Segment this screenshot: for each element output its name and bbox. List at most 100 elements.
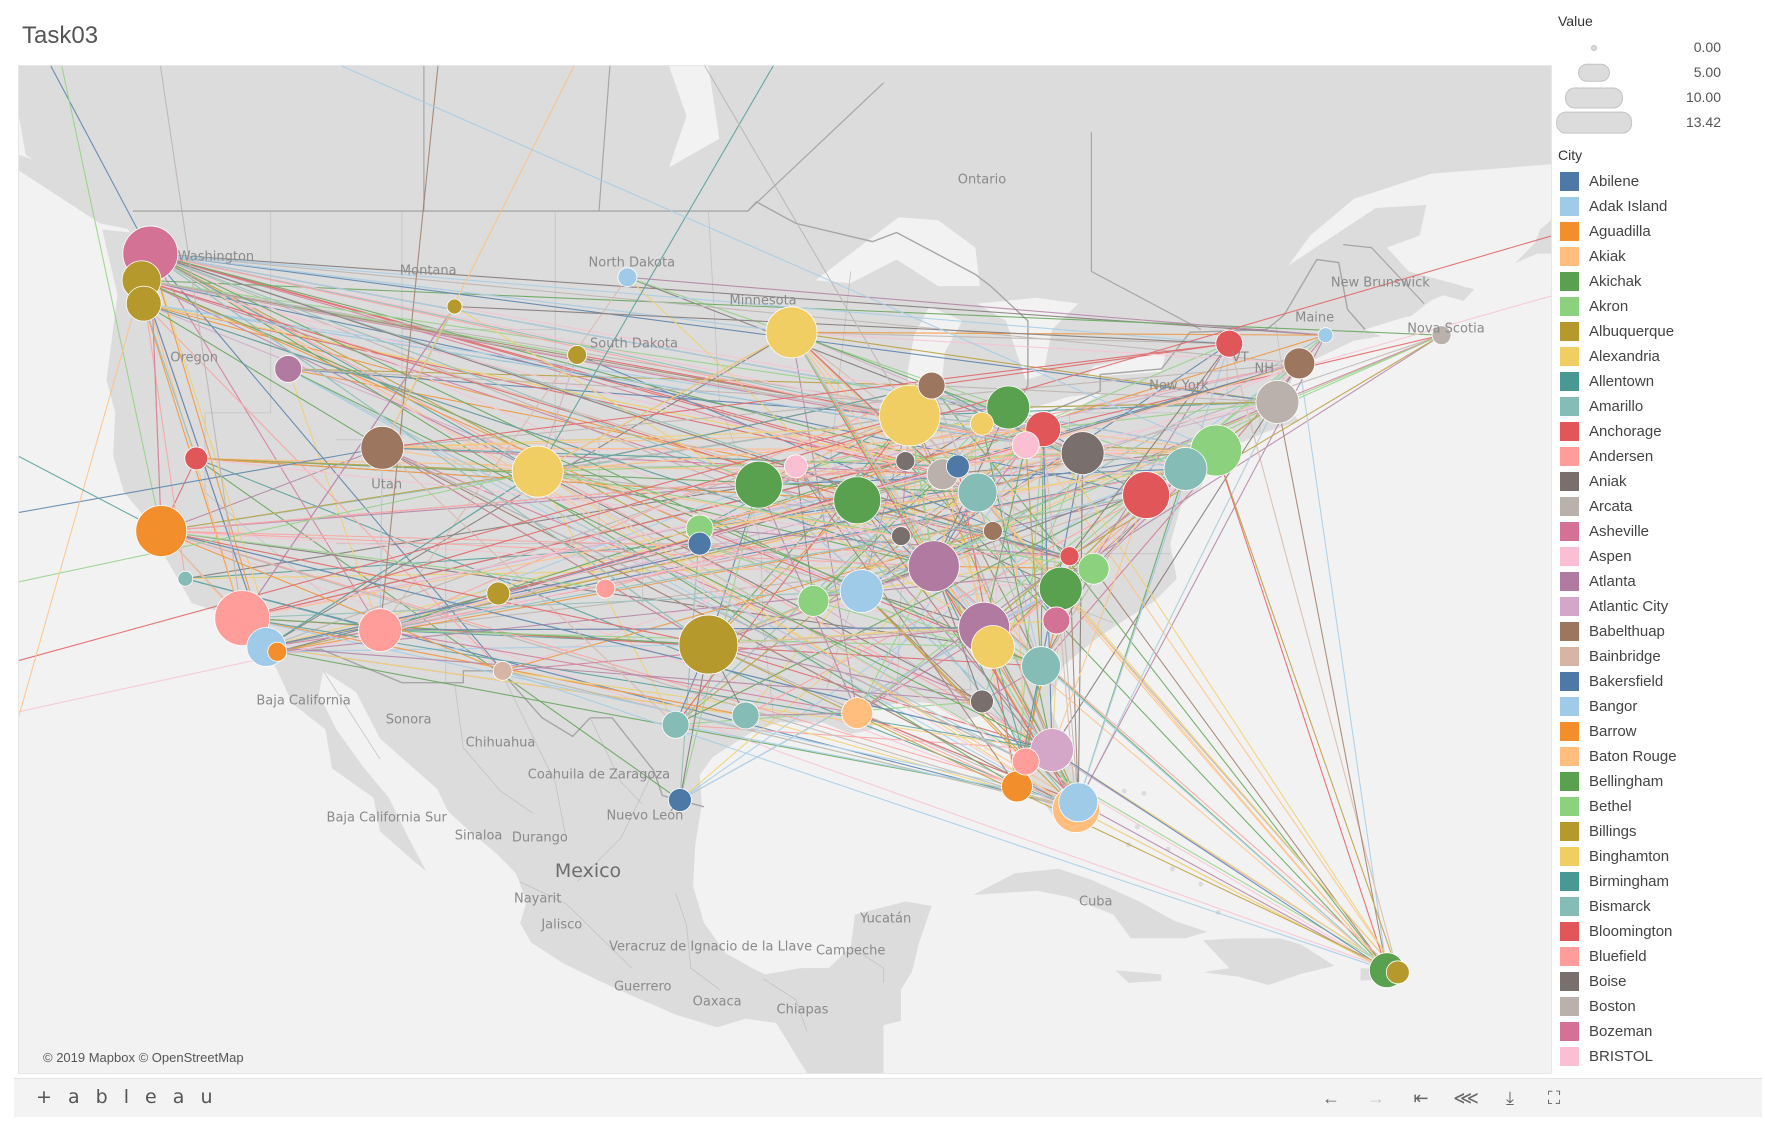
airport-marker[interactable] (1001, 770, 1033, 803)
airport-marker[interactable] (446, 298, 463, 315)
airport-marker[interactable] (1283, 347, 1316, 380)
city-legend-item[interactable]: Baton Rouge (1556, 744, 1761, 769)
city-legend-item[interactable]: Bainbridge (1556, 644, 1761, 669)
flight-route-map[interactable]: © 2019 Mapbox © OpenStreetMap Ontario Min… (18, 65, 1552, 1074)
airport-marker[interactable] (1163, 447, 1208, 491)
airport-marker[interactable] (1385, 960, 1410, 985)
tableau-logo[interactable]: + a b l e a u (36, 1086, 218, 1108)
airport-marker[interactable] (595, 578, 616, 599)
airport-marker[interactable] (274, 355, 303, 383)
airport-marker[interactable] (833, 476, 882, 525)
city-legend-item[interactable]: Atlanta (1556, 569, 1761, 594)
airport-marker[interactable] (1255, 380, 1300, 424)
city-legend-item[interactable]: Bismarck (1556, 894, 1761, 919)
city-legend-item[interactable]: Adak Island (1556, 194, 1761, 219)
airport-marker[interactable] (511, 445, 564, 498)
airport-marker[interactable] (765, 306, 818, 359)
city-legend-item[interactable]: Bakersfield (1556, 669, 1761, 694)
airport-marker[interactable] (797, 584, 830, 617)
city-legend-item[interactable]: Babelthuap (1556, 619, 1761, 644)
fullscreen-button[interactable]: ⛶ (1539, 1084, 1569, 1112)
color-legend[interactable]: Abilene Adak Island Aguadilla Akiak Akichak A… (1556, 169, 1761, 1072)
city-legend-item[interactable]: Aspen (1556, 544, 1761, 569)
city-legend-item[interactable]: Allentown (1556, 369, 1761, 394)
airport-marker[interactable] (917, 371, 946, 400)
city-legend-item[interactable]: Akichak (1556, 269, 1761, 294)
airport-marker[interactable] (1011, 431, 1040, 460)
city-legend-item[interactable]: Andersen (1556, 444, 1761, 469)
airport-marker[interactable] (1021, 646, 1061, 686)
city-legend-item[interactable]: Barrow (1556, 719, 1761, 744)
airport-marker[interactable] (957, 472, 998, 513)
map-canvas[interactable] (19, 66, 1551, 1073)
city-legend-item[interactable]: Billings (1556, 819, 1761, 844)
airport-marker[interactable] (1059, 546, 1080, 567)
airport-marker[interactable] (841, 697, 874, 730)
airport-marker[interactable] (986, 385, 1031, 430)
airport-marker[interactable] (661, 710, 690, 739)
airport-marker[interactable] (668, 788, 692, 812)
map-attribution[interactable]: © 2019 Mapbox © OpenStreetMap (43, 1050, 244, 1065)
city-legend-item[interactable]: Amarillo (1556, 394, 1761, 419)
airport-marker[interactable] (1042, 606, 1071, 635)
airport-marker[interactable] (1077, 552, 1110, 585)
city-legend-item[interactable]: Arcata (1556, 494, 1761, 519)
airport-marker[interactable] (360, 425, 405, 470)
city-legend-item[interactable]: Bellingham (1556, 769, 1761, 794)
airport-marker[interactable] (177, 570, 194, 587)
city-legend-item[interactable]: Albuquerque (1556, 319, 1761, 344)
city-legend-item[interactable]: Bloomington (1556, 919, 1761, 944)
share-button[interactable]: ⋘ (1451, 1084, 1481, 1112)
city-legend-item[interactable]: Akron (1556, 294, 1761, 319)
city-legend-item[interactable]: Bluefield (1556, 944, 1761, 969)
city-legend-item[interactable]: Boise (1556, 969, 1761, 994)
airport-marker[interactable] (1038, 566, 1083, 611)
airport-marker[interactable] (784, 454, 808, 479)
airport-marker[interactable] (734, 460, 783, 509)
airport-marker[interactable] (687, 531, 712, 556)
airport-marker[interactable] (971, 625, 1015, 669)
airport-marker[interactable] (983, 521, 1003, 541)
airport-marker[interactable] (839, 569, 884, 613)
city-legend-item[interactable]: Abilene (1556, 169, 1761, 194)
city-legend-item[interactable]: BRISTOL (1556, 1044, 1761, 1069)
airport-marker[interactable] (731, 701, 760, 730)
city-legend-item[interactable]: Asheville (1556, 519, 1761, 544)
airport-marker[interactable] (1060, 431, 1105, 476)
airport-marker[interactable] (678, 614, 739, 675)
city-legend-item[interactable]: Aniak (1556, 469, 1761, 494)
airport-marker[interactable] (970, 411, 994, 436)
airport-marker[interactable] (895, 451, 916, 471)
airport-marker[interactable] (125, 285, 162, 322)
city-legend-item[interactable]: Atlantic City (1556, 594, 1761, 619)
city-legend-item[interactable]: Bethel (1556, 794, 1761, 819)
city-legend-item[interactable]: Aguadilla (1556, 219, 1761, 244)
city-legend-item[interactable]: Burlington (1556, 1069, 1761, 1072)
city-legend-item[interactable]: Akiak (1556, 244, 1761, 269)
airport-marker[interactable] (135, 505, 188, 557)
airport-marker[interactable] (1058, 782, 1099, 823)
city-legend-item[interactable]: Binghamton (1556, 844, 1761, 869)
airport-marker[interactable] (1122, 471, 1171, 519)
airport-marker[interactable] (617, 267, 638, 288)
airport-marker[interactable] (1011, 747, 1040, 776)
redo-button[interactable]: → (1361, 1084, 1391, 1112)
undo-button[interactable]: ← (1316, 1084, 1346, 1112)
airport-marker[interactable] (567, 345, 587, 365)
airport-marker[interactable] (486, 581, 511, 606)
airport-marker[interactable] (1317, 327, 1334, 344)
airport-marker[interactable] (1215, 329, 1244, 358)
airport-marker[interactable] (267, 641, 288, 662)
city-legend-item[interactable]: Bozeman (1556, 1019, 1761, 1044)
airport-marker[interactable] (358, 608, 403, 653)
airport-marker[interactable] (945, 454, 970, 479)
airport-marker[interactable] (1431, 325, 1452, 346)
city-legend-item[interactable]: Anchorage (1556, 419, 1761, 444)
airport-marker[interactable] (891, 526, 911, 546)
download-button[interactable]: ⤓ (1495, 1084, 1525, 1112)
airport-marker[interactable] (907, 540, 960, 593)
city-legend-item[interactable]: Birmingham (1556, 869, 1761, 894)
city-legend-item[interactable]: Alexandria (1556, 344, 1761, 369)
city-legend-item[interactable]: Bangor (1556, 694, 1761, 719)
city-legend-item[interactable]: Boston (1556, 994, 1761, 1019)
